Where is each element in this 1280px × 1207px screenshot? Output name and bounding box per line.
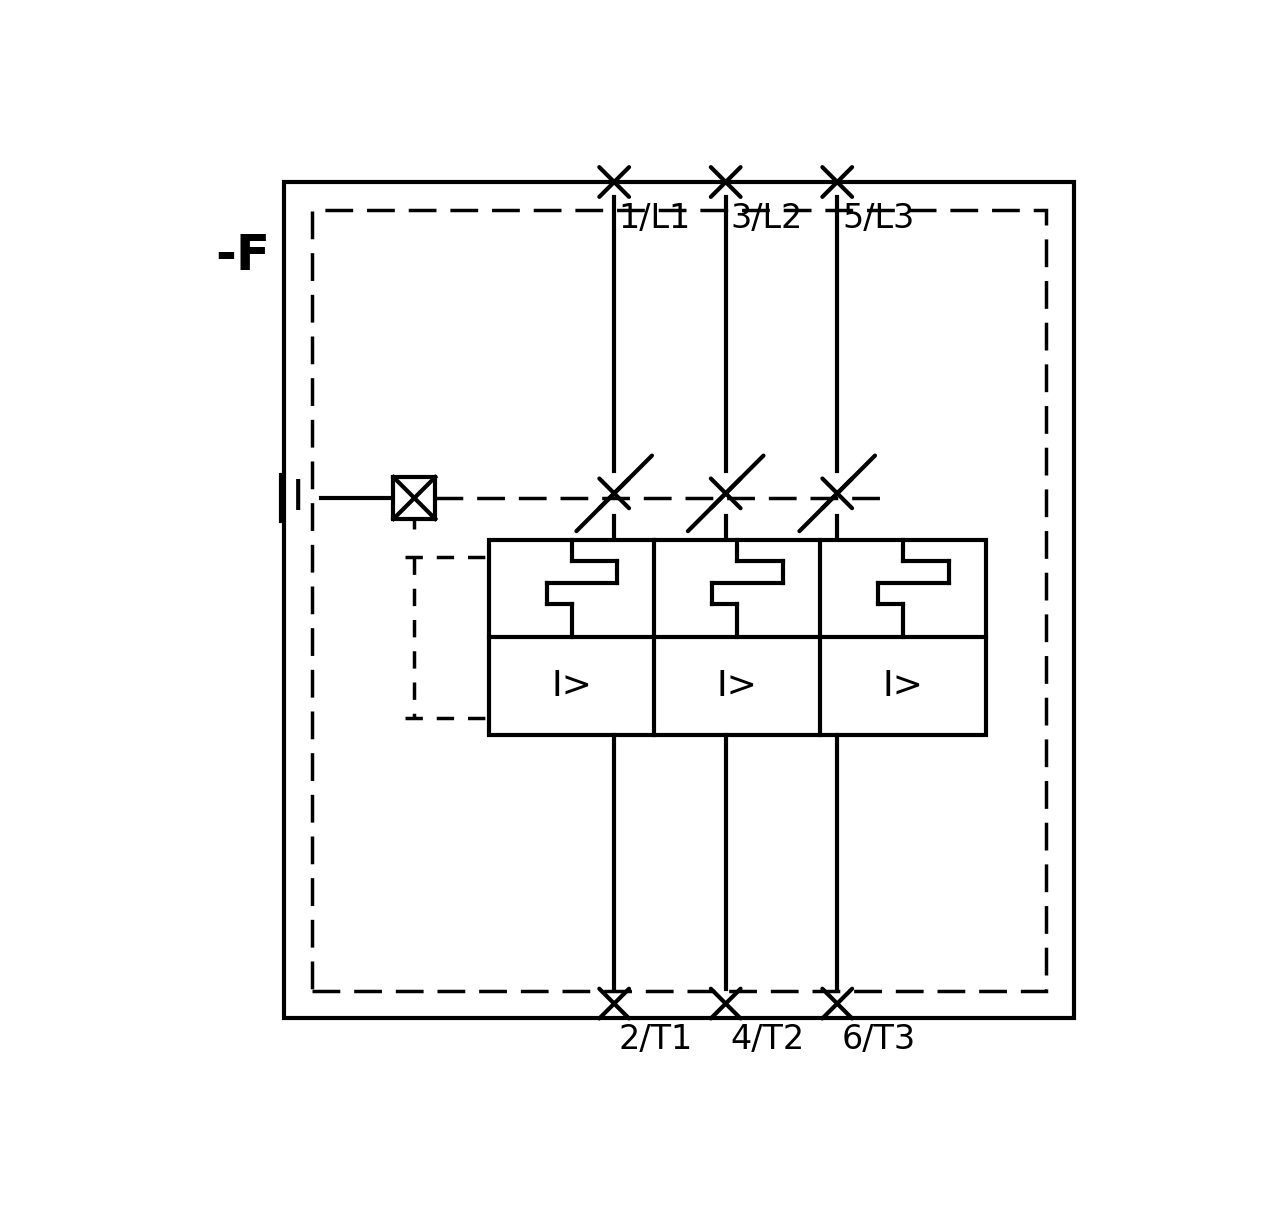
Text: 3/L2: 3/L2: [731, 202, 803, 234]
Bar: [489, 540, 986, 735]
Text: -F: -F: [215, 233, 270, 280]
Bar: [393, 477, 435, 519]
Text: 6/T3: 6/T3: [842, 1024, 916, 1056]
Text: I>: I>: [717, 669, 758, 704]
Text: 4/T2: 4/T2: [731, 1024, 805, 1056]
Text: I: I: [292, 477, 305, 519]
Text: I>: I>: [883, 669, 924, 704]
Bar: [312, 210, 1046, 991]
Text: 2/T1: 2/T1: [618, 1024, 692, 1056]
Text: 5/L3: 5/L3: [842, 202, 914, 234]
Text: 1/L1: 1/L1: [618, 202, 691, 234]
Text: I>: I>: [552, 669, 593, 704]
Bar: [284, 182, 1074, 1019]
